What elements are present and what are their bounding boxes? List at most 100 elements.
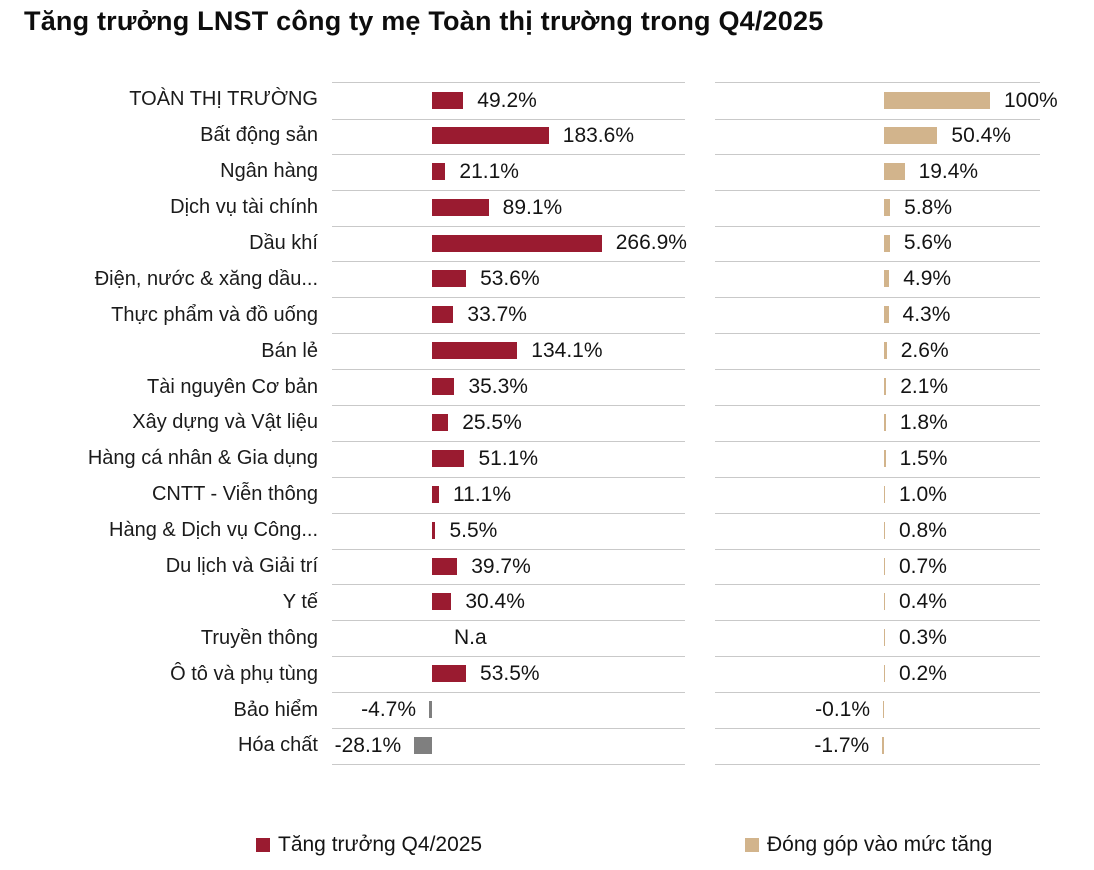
growth-bar [432,665,467,683]
contribution-bar [884,593,885,611]
contribution-swatch-icon [745,838,759,852]
contribution-bar [882,737,884,755]
growth-value-label: 33.7% [467,303,527,327]
contribution-bar [883,701,884,719]
contribution-bar [884,342,887,360]
contribution-bar [884,92,990,109]
contribution-value-label: -1.7% [814,733,870,757]
contribution-value-label: 4.3% [902,303,951,327]
contribution-value-label: 50.4% [951,123,1011,147]
contribution-panel: 4.3% [715,297,1040,335]
contribution-panel: 0.2% [715,656,1040,694]
growth-bar [432,342,518,360]
category-label: Điện, nước & xăng dầu... [94,267,318,290]
growth-value-label: 53.5% [480,662,540,686]
growth-panel: 33.7% [332,297,685,335]
contribution-panel: 1.0% [715,477,1040,514]
growth-bar [432,234,602,252]
category-label: Xây dựng và Vật liệu [132,411,318,434]
growth-panel: 266.9% [332,226,687,263]
contribution-panel: 0.4% [715,584,1040,622]
contribution-bar [884,306,889,324]
growth-bar [432,414,449,431]
chart-row: Hóa chất -28.1% -1.7% [0,728,1094,765]
growth-panel: N.a [332,620,685,658]
contribution-bar [884,665,885,683]
growth-bar [432,593,452,611]
contribution-panel: 4.9% [715,261,1040,299]
growth-panel: 11.1% [332,477,685,514]
chart-row: Bất động sản 183.6% 50.4% [0,118,1094,155]
contribution-value-label: 0.4% [899,590,947,614]
contribution-panel: -1.7% [715,728,1040,765]
contribution-value-label: 1.8% [899,410,948,434]
dual-bar-chart: TOÀN THỊ TRƯỜNG 49.2% 100% Bất động sản 183.… [0,82,1094,765]
chart-row: Bán lẻ 134.1% 2.6% [0,333,1094,371]
contribution-value-label: 0.8% [899,518,947,542]
growth-bar [432,449,465,467]
growth-value-label: 183.6% [562,123,634,147]
growth-panel: 49.2% [332,82,685,120]
contribution-value-label: 2.1% [900,375,949,399]
growth-panel: 134.1% [332,333,685,371]
contribution-value-label: 1.0% [899,482,947,506]
contribution-panel: 50.4% [715,118,1040,155]
contribution-value-label: 4.9% [903,267,952,291]
contribution-value-label: 1.5% [899,446,948,470]
contribution-panel: 2.6% [715,333,1040,371]
growth-value-label: N.a [454,626,487,650]
growth-value-label: 266.9% [615,231,687,255]
growth-value-label: 89.1% [502,195,563,219]
growth-bar [414,737,432,755]
growth-value-label: 21.1% [459,159,519,183]
contribution-panel: 0.3% [715,620,1040,658]
chart-row: CNTT - Viễn thông 11.1% 1.0% [0,477,1094,514]
category-label: Dịch vụ tài chính [170,196,318,219]
contribution-bar [884,234,890,252]
chart-row: Truyền thông N.a 0.3% [0,620,1094,658]
growth-value-label: -28.1% [334,733,402,757]
contribution-panel: 100% [715,82,1058,120]
legend-item-contribution: Đóng góp vào mức tăng [745,831,992,859]
category-label: Bảo hiểm [233,698,319,721]
chart-title: Tăng trưởng LNST công ty mẹ Toàn thị trư… [24,6,824,36]
contribution-panel: 1.8% [715,405,1040,442]
chart-row: Du lịch và Giải trí 39.7% 0.7% [0,549,1094,586]
growth-panel: 25.5% [332,405,685,442]
contribution-value-label: 5.8% [904,195,953,219]
chart-row: Điện, nước & xăng dầu... 53.6% 4.9% [0,261,1094,299]
growth-bar [432,557,458,575]
contribution-bar [884,270,890,288]
growth-bar [432,378,455,396]
contribution-bar [884,378,887,396]
category-label: Ngân hàng [220,160,318,183]
growth-bar [432,162,446,180]
category-label: Y tế [282,590,318,613]
chart-row: Dịch vụ tài chính 89.1% 5.8% [0,190,1094,227]
contribution-bar [884,485,886,503]
growth-value-label: 51.1% [478,446,539,470]
chart-row: Tài nguyên Cơ bản 35.3% 2.1% [0,369,1094,406]
growth-panel: -4.7% [332,692,685,729]
growth-value-label: 134.1% [531,339,603,363]
contribution-panel: -0.1% [715,692,1040,729]
contribution-value-label: 0.7% [899,554,947,578]
contribution-panel: 5.8% [715,190,1040,227]
growth-value-label: 39.7% [471,554,531,578]
growth-panel: 35.3% [332,369,685,406]
growth-panel: -28.1% [332,728,685,765]
growth-bar [432,521,436,539]
contribution-bar [884,198,891,216]
growth-bar [432,126,549,144]
growth-value-label: 5.5% [449,518,498,542]
growth-panel: 51.1% [332,441,685,478]
contribution-value-label: 100% [1004,88,1058,112]
contribution-bar [884,557,885,575]
category-label: Du lịch và Giải trí [165,555,318,577]
contribution-bar [884,162,905,180]
growth-bar [432,270,467,288]
contribution-bar [884,414,886,431]
category-label: Hàng cá nhân & Gia dụng [87,447,318,470]
growth-value-label: 53.6% [480,267,540,291]
contribution-value-label: 0.2% [899,662,947,686]
